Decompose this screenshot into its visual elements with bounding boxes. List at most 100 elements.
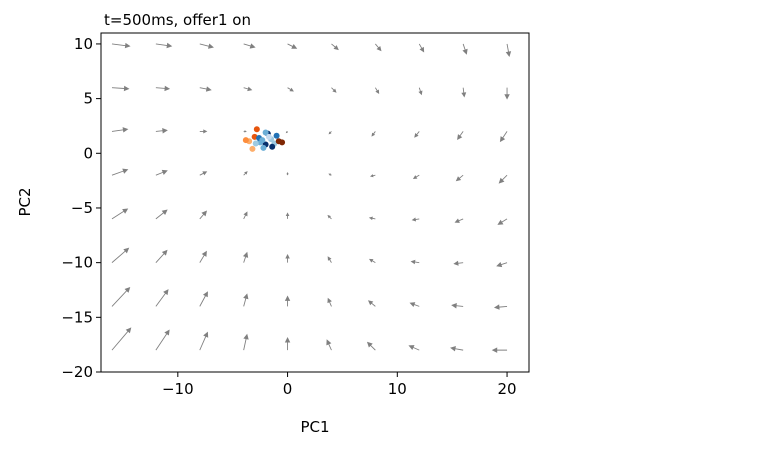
quiver-arrow — [327, 256, 332, 263]
quiver-arrow — [199, 171, 208, 176]
quiver-arrow — [155, 85, 171, 92]
quiver-arrow — [111, 327, 132, 351]
quiver-arrow — [374, 87, 380, 95]
quiver-arrow — [368, 258, 376, 264]
quiver-arrow — [284, 337, 291, 351]
quiver-arrow — [367, 300, 376, 307]
x-axis-label: PC1 — [300, 418, 329, 436]
quiver-arrow — [454, 218, 464, 223]
quiver-arrow — [285, 212, 290, 219]
scatter-point — [269, 143, 276, 150]
scatter-point — [252, 140, 259, 147]
y-tick-label: 0 — [83, 144, 93, 162]
quiver-arrow — [331, 87, 337, 93]
quiver-arrow — [328, 173, 332, 176]
quiver-arrow — [155, 42, 173, 49]
y-tick-label: −5 — [71, 199, 93, 217]
quiver-arrow — [155, 209, 168, 220]
quiver-arrow — [243, 43, 256, 49]
quiver-arrow — [199, 129, 208, 134]
x-tick-label: 20 — [498, 380, 517, 398]
quiver-arrow — [155, 289, 169, 307]
quiver-arrow — [327, 297, 332, 307]
scatter-point — [265, 133, 272, 140]
quiver-arrow — [199, 86, 212, 92]
quiver-arrow — [375, 43, 382, 52]
quiver-arrow — [155, 329, 170, 351]
y-tick-label: −20 — [61, 363, 93, 381]
quiver-arrow — [111, 168, 129, 176]
quiver-arrow — [328, 131, 332, 135]
quiver-arrow — [496, 261, 508, 268]
quiver-arrow — [199, 43, 214, 49]
quiver-arrow — [369, 174, 376, 178]
quiver-arrow — [499, 131, 508, 143]
quiver-arrow — [408, 345, 420, 351]
axes-frame — [100, 32, 530, 373]
quiver-arrow — [243, 211, 248, 220]
quiver-arrow — [493, 304, 508, 310]
quiver-arrow — [111, 247, 130, 263]
quiver-arrow — [505, 43, 512, 58]
quiver-arrow — [287, 43, 298, 49]
y-tick-label: 5 — [83, 90, 93, 108]
quiver-arrow — [455, 174, 464, 182]
quiver-arrow — [453, 260, 464, 266]
quiver-arrow — [155, 249, 168, 263]
quiver-arrow — [155, 128, 168, 134]
quiver-arrow — [366, 341, 376, 351]
quiver-arrow — [285, 253, 290, 263]
quiver-arrow — [497, 218, 508, 225]
x-tick-label: −10 — [162, 380, 194, 398]
chart-title: t=500ms, offer1 on — [104, 11, 251, 29]
scatter-point — [275, 138, 282, 145]
x-tick-label: 10 — [388, 380, 407, 398]
scatter-point — [253, 126, 260, 133]
quiver-arrow — [199, 291, 208, 307]
quiver-arrow — [111, 286, 131, 307]
quiver-arrow — [462, 43, 468, 55]
quiver-arrow — [371, 131, 376, 137]
quiver-arrow — [461, 87, 467, 98]
quiver-arrow — [242, 251, 249, 263]
y-tick-label: 10 — [74, 35, 93, 53]
quiver-arrow — [331, 43, 339, 51]
quiver-arrow — [327, 214, 332, 220]
y-axis-label: PC2 — [16, 187, 34, 216]
quiver-arrow — [504, 87, 510, 100]
quiver-arrow — [491, 347, 508, 353]
quiver-arrow — [111, 42, 131, 49]
quiver-arrow — [410, 259, 420, 265]
quiver-arrow — [243, 333, 249, 351]
quiver-arrow — [457, 131, 464, 140]
quiver-arrow — [111, 85, 130, 92]
quiver-arrow — [243, 86, 253, 92]
scatter-point — [260, 144, 267, 151]
quiver-arrow — [450, 346, 464, 352]
quiver-arrow — [111, 127, 129, 133]
quiver-arrow — [412, 174, 420, 179]
quiver-arrow — [414, 131, 420, 138]
quiver-arrow — [199, 210, 208, 220]
quiver-arrow — [243, 130, 247, 133]
quiver-arrow — [409, 302, 420, 308]
quiver-arrow — [368, 216, 376, 221]
quiver-arrow — [451, 303, 464, 309]
y-tick-label: −10 — [61, 254, 93, 272]
quiver-arrow — [418, 87, 423, 96]
x-tick-label: 0 — [283, 380, 293, 398]
quiver-arrow — [243, 293, 249, 307]
quiver-arrow — [243, 171, 248, 176]
quiver-arrow — [199, 331, 209, 351]
scatter-point — [262, 129, 269, 136]
scatter-point — [273, 132, 280, 139]
quiver-arrow — [411, 217, 420, 222]
quiver-arrow — [155, 169, 168, 176]
scatter-point — [242, 137, 249, 144]
quiver-arrow — [418, 43, 425, 53]
scatter-point — [249, 145, 256, 152]
quiver-arrow — [287, 87, 294, 92]
quiver-arrow — [111, 208, 129, 220]
